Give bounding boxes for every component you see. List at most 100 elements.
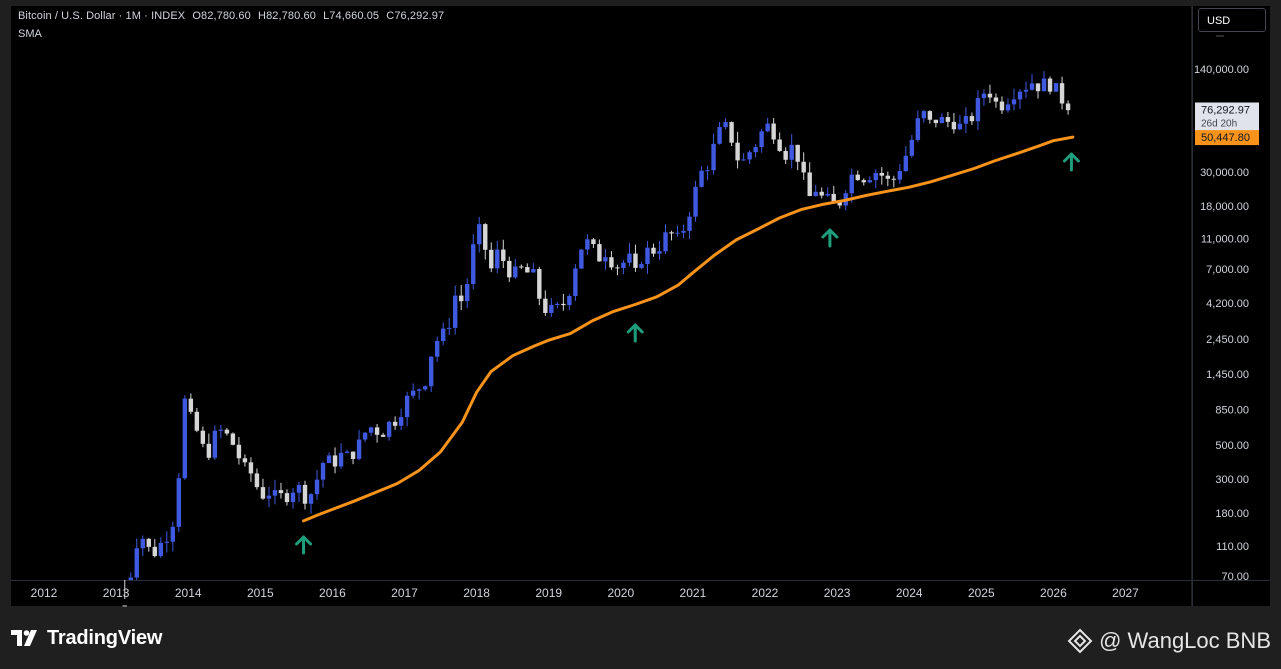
candle-body [837,202,842,206]
candle-body [603,257,608,262]
price-tick-label: 1,450.00 [1206,369,1249,381]
candle-body [194,411,200,431]
candle-body [146,538,151,547]
open-value: 82,780.60 [201,10,251,22]
candle-body [440,328,446,341]
candle-body [326,455,332,464]
candle-body [416,389,422,391]
price-tick-label: 11,000.00 [1201,234,1249,246]
candle-body [639,264,644,268]
candle-body [362,432,368,440]
candle-body [296,484,302,493]
candle-body [573,268,578,297]
candle-body [663,232,668,252]
candle-body [380,434,386,437]
candle-body [386,421,392,437]
low-key: L [323,10,330,22]
candle-body [410,390,416,396]
candle-body [957,123,963,130]
time-tick-label: 2022 [752,586,779,600]
candle-body [951,121,957,130]
up-arrow-icon [821,228,839,248]
candle-body [428,356,434,387]
candle-body [489,249,494,269]
candle-body [549,304,554,313]
price-tick-label: 850.00 [1215,404,1249,416]
candle-body [483,224,488,250]
candle-body [350,451,356,459]
currency-button[interactable]: USD [1198,8,1266,32]
candle-body [128,577,133,580]
candle-body [939,117,945,124]
candle-body [609,257,614,268]
candle-body [465,284,470,302]
candle-body [434,340,440,357]
candle-body [885,175,891,179]
candle-body [825,193,830,196]
candle-body [140,538,145,549]
candle-body [254,473,260,488]
price-tick-label: 140,000.00 [1194,64,1249,76]
candle-body [765,123,770,132]
candle-body [849,174,854,194]
candle-body [999,101,1005,111]
open-key: O [192,10,202,22]
candle-body [272,490,278,496]
candle-body [218,429,224,431]
candle-body [621,262,626,268]
price-tick-label: 500.00 [1215,440,1249,452]
candle-body [513,266,518,278]
candle-body [314,479,320,495]
symbol-title: Bitcoin / U.S. Dollar · 1M · INDEX [18,10,186,22]
candle-body [555,303,560,305]
candle-body [459,295,464,302]
candle-body [645,247,650,265]
candle-body [368,427,374,433]
candle-body [921,111,927,119]
candle-body [897,171,903,180]
candle-body [374,427,380,435]
candle-body [687,216,692,231]
time-tick-label: 2019 [535,586,562,600]
candle-body [741,159,746,161]
candle-body [278,490,284,494]
candle-body [398,417,404,426]
tradingview-logo[interactable]: TradingView [11,626,162,650]
sma-indicator-label[interactable]: SMA [18,28,42,40]
price-tick-label: 300.00 [1215,474,1249,486]
close-key: C [386,10,395,22]
price-tick-label: 2,450.00 [1206,334,1249,346]
candle-body [404,395,410,418]
candle-body [495,249,500,269]
candle-body [242,458,248,463]
time-tick-label: 2012 [31,586,58,600]
candle-body [969,116,975,122]
candle-body [879,173,885,176]
up-arrow-icon [295,535,313,555]
candle-body [356,439,362,459]
candle-body [777,139,782,151]
candle-body [657,251,662,254]
time-tick-label: 2024 [896,586,923,600]
candle-body [891,178,897,180]
candle-body [1005,104,1011,111]
candle-body [675,232,680,234]
time-tick-label: 2026 [1040,586,1067,600]
candle-body [579,249,584,269]
sma-line[interactable] [302,135,1075,523]
candle-body [615,267,620,269]
time-tick-label: 2020 [607,586,634,600]
candle-body [963,116,969,124]
candle-body [699,170,704,187]
candle-body [1017,91,1023,100]
candle-body [134,548,139,578]
plot-area[interactable] [11,6,1191,580]
candle-body [1011,99,1017,105]
candle-body [290,492,296,503]
candle-body [669,232,674,234]
candle-body [855,174,860,181]
time-axis[interactable] [11,581,1191,606]
candle-body [525,267,530,273]
candle-body [453,295,458,328]
